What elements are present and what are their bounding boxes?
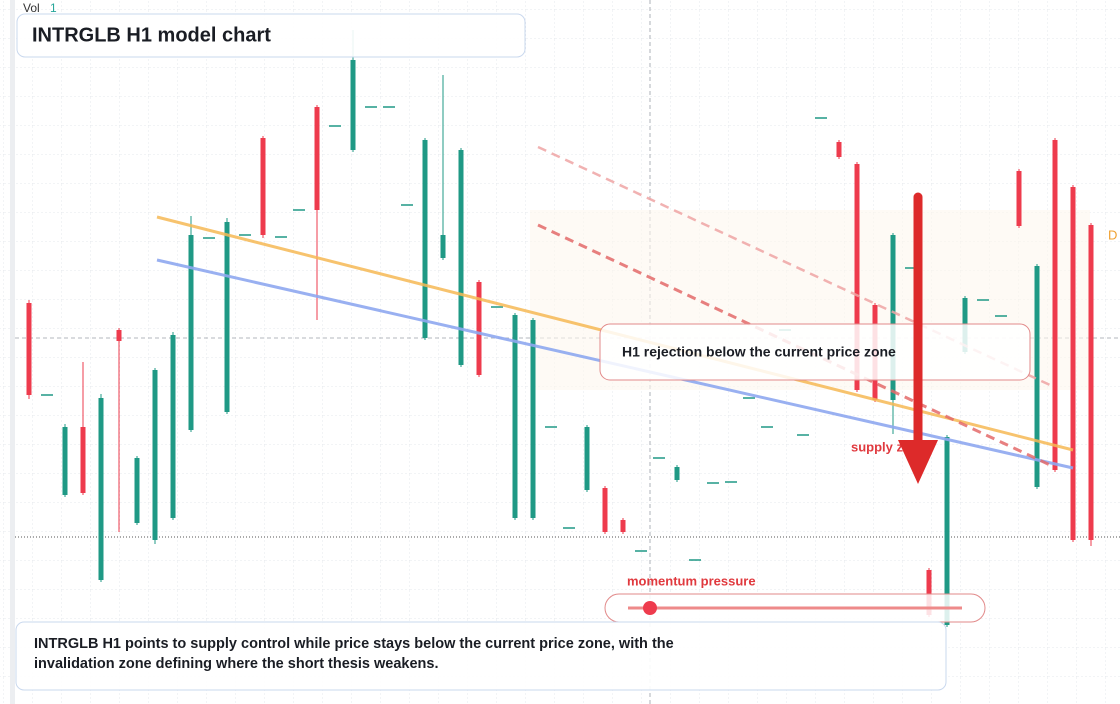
candle-body (890, 235, 896, 400)
candle-body (1034, 266, 1040, 487)
candle-body (350, 60, 356, 150)
candle-body (80, 427, 86, 493)
candle-body (26, 303, 32, 395)
candle-body (1070, 187, 1076, 540)
candle-body (476, 282, 482, 375)
edge-label: D (1108, 227, 1117, 242)
candle-body (674, 467, 680, 480)
candle-body (62, 427, 68, 495)
candle-body (422, 140, 428, 338)
candle-body (116, 330, 122, 341)
arrow-head (898, 440, 938, 484)
left-edge (10, 0, 15, 704)
candle-body (512, 315, 518, 518)
candle-body (584, 427, 590, 490)
volume-value: 1 (50, 1, 57, 15)
trendline-red-dashed (537, 223, 1051, 467)
candle-body (1016, 171, 1022, 226)
candle-body (944, 437, 950, 625)
candle-body (926, 570, 932, 615)
candle-body (440, 235, 446, 258)
candle-body (458, 150, 464, 365)
candle-body (260, 138, 266, 235)
summary-box (15, 621, 947, 691)
candle-body (134, 458, 140, 523)
candle-body (1088, 225, 1094, 540)
candle-body (224, 222, 230, 412)
momentum-knob (643, 601, 657, 615)
candle-body (530, 320, 536, 518)
volume-label: Vol (23, 1, 40, 15)
summary-text: INTRGLB H1 points to supply control whil… (34, 636, 674, 672)
momentum-label: momentum pressure (627, 573, 756, 588)
chart-title: INTRGLB H1 model chart (32, 24, 271, 46)
candle-body (854, 164, 860, 390)
candle-body (170, 335, 176, 518)
candle-body (188, 235, 194, 430)
candle-body (1052, 140, 1058, 470)
candle-body (836, 142, 842, 157)
candle-body (602, 488, 608, 532)
candle-body (620, 520, 626, 532)
title-box (16, 13, 526, 58)
candle-body (314, 107, 320, 210)
callout-text: H1 rejection below the current price zon… (622, 344, 896, 360)
candle-body (152, 370, 158, 540)
candle-body (98, 398, 104, 580)
summary-holder: INTRGLB H1 points to supply control whil… (34, 636, 674, 672)
